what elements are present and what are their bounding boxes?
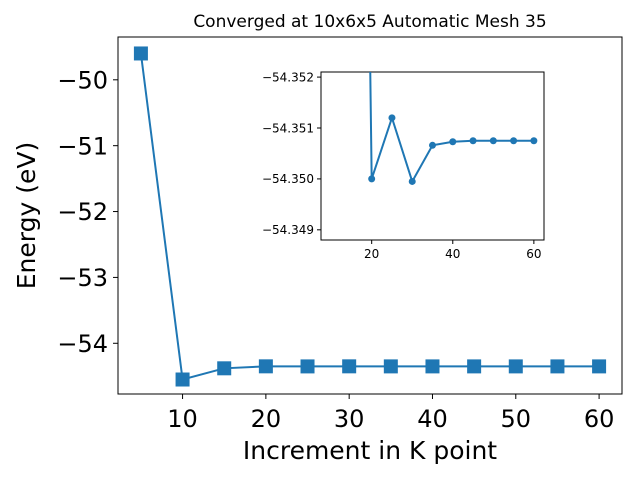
data-point bbox=[510, 137, 518, 145]
data-point bbox=[133, 46, 148, 61]
data-point bbox=[342, 359, 357, 374]
x-tick-label: 20 bbox=[364, 247, 379, 261]
data-point bbox=[258, 359, 273, 374]
y-tick-label: −54.349 bbox=[262, 223, 314, 237]
x-tick-label: 40 bbox=[445, 247, 460, 261]
y-tick-label: −53 bbox=[57, 264, 108, 292]
y-tick-label: −54.352 bbox=[262, 70, 314, 84]
plot-frame bbox=[320, 71, 545, 241]
x-tick-label: 30 bbox=[334, 405, 365, 433]
y-tick-label: −54.351 bbox=[262, 121, 314, 135]
inset-chart: 20 40 60 −54.352 −54.351 −54.350 −54.349 bbox=[262, 70, 545, 261]
data-point bbox=[592, 359, 607, 374]
data-point bbox=[300, 359, 315, 374]
x-axis-label: Increment in K point bbox=[243, 436, 497, 465]
data-point bbox=[408, 177, 416, 185]
x-tick-label: 60 bbox=[526, 247, 541, 261]
data-point bbox=[425, 359, 440, 374]
data-point bbox=[383, 359, 398, 374]
y-tick-label: −54.350 bbox=[262, 172, 314, 186]
data-point bbox=[469, 137, 477, 145]
y-tick-label: −51 bbox=[57, 132, 108, 160]
data-point bbox=[368, 175, 376, 183]
data-point bbox=[489, 137, 497, 145]
y-tick-label: −54 bbox=[57, 330, 108, 358]
data-point bbox=[550, 359, 565, 374]
x-tick-label: 60 bbox=[584, 405, 615, 433]
data-point bbox=[217, 361, 232, 376]
data-point bbox=[388, 114, 396, 122]
data-point bbox=[449, 138, 457, 146]
x-tick-label: 50 bbox=[501, 405, 532, 433]
data-point bbox=[429, 141, 436, 149]
x-tick-label: 20 bbox=[251, 405, 282, 433]
y-tick-label: −52 bbox=[57, 198, 108, 226]
series-line bbox=[369, 72, 534, 184]
data-point bbox=[530, 137, 538, 145]
data-point bbox=[467, 359, 482, 374]
data-point bbox=[508, 359, 523, 374]
y-tick-label: −50 bbox=[57, 66, 108, 94]
data-point bbox=[175, 372, 190, 387]
x-tick-label: 10 bbox=[167, 405, 198, 433]
chart-title: Converged at 10x6x5 Automatic Mesh 35 bbox=[193, 12, 546, 32]
y-axis-label: Energy (eV) bbox=[12, 142, 41, 289]
x-tick-label: 40 bbox=[417, 405, 448, 433]
